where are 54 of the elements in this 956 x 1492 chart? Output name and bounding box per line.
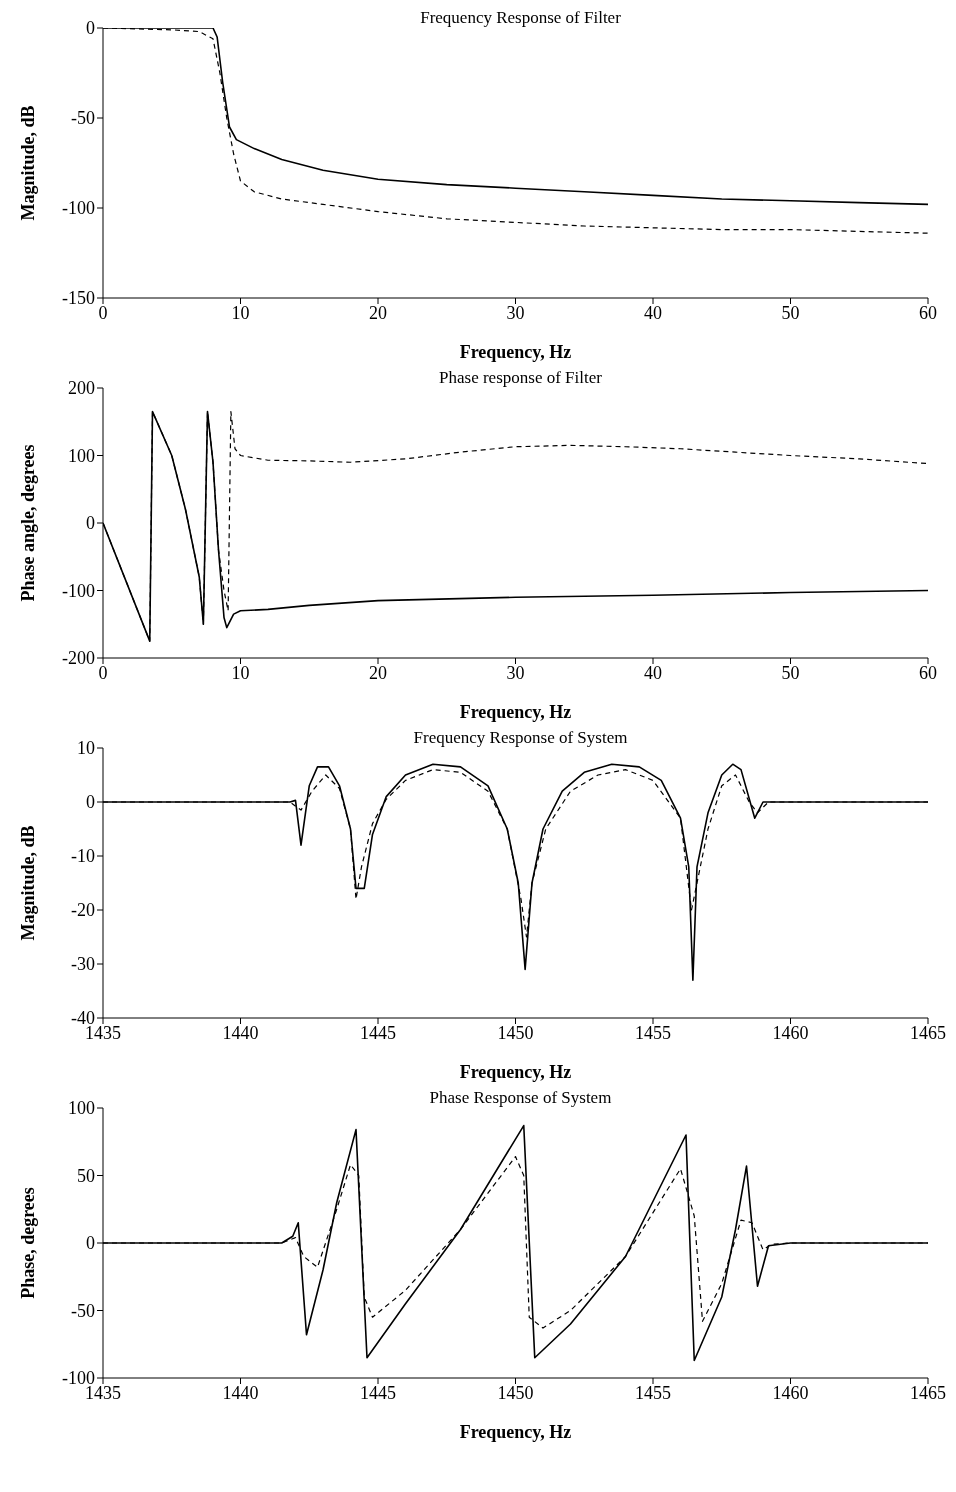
x-axis-title: Frequency, Hz <box>459 342 572 362</box>
y-tick-label: 50 <box>77 1165 95 1186</box>
x-tick-label: 20 <box>369 662 387 683</box>
x-tick-label: 60 <box>919 662 937 683</box>
x-tick-label: 1445 <box>360 1382 396 1403</box>
y-tick-label: 10 <box>77 738 95 759</box>
y-tick-label: 100 <box>68 1098 95 1119</box>
x-tick-label: 10 <box>231 302 250 323</box>
y-tick-label: 200 <box>68 378 95 399</box>
chart-title: Phase response of Filter <box>438 368 603 388</box>
x-axis-title: Frequency, Hz <box>459 702 572 722</box>
y-tick-label: 0 <box>86 18 95 39</box>
chart-title: Frequency Response of Filter <box>419 8 622 28</box>
x-tick-label: 60 <box>919 302 937 323</box>
x-tick-label: 30 <box>506 662 525 683</box>
x-tick-label: 1445 <box>360 1022 396 1043</box>
y-tick-label: -200 <box>62 648 95 669</box>
x-tick-label: 50 <box>781 302 800 323</box>
y-tick-label: -50 <box>71 1300 95 1321</box>
x-tick-label: 1450 <box>497 1022 534 1043</box>
chart-title: Frequency Response of System <box>412 728 629 748</box>
y-axis-title: Magnitude, dB <box>18 105 39 221</box>
y-tick-label: -10 <box>71 846 95 867</box>
x-tick-label: 1440 <box>222 1382 259 1403</box>
x-tick-label: 1450 <box>497 1382 534 1403</box>
x-tick-label: 40 <box>644 302 662 323</box>
y-tick-label: 0 <box>86 792 95 813</box>
y-tick-label: 0 <box>86 1233 95 1254</box>
x-tick-label: 1440 <box>222 1022 259 1043</box>
x-tick-label: 1455 <box>635 1382 671 1403</box>
x-tick-label: 1460 <box>772 1022 809 1043</box>
x-tick-label: 30 <box>506 302 525 323</box>
y-axis-title: Phase, degrees <box>18 1187 39 1299</box>
y-tick-label: 100 <box>68 445 95 466</box>
y-tick-label: -150 <box>62 288 95 309</box>
y-axis-title: Magnitude, dB <box>18 825 39 941</box>
y-tick-label: -30 <box>71 954 95 975</box>
x-tick-label: 50 <box>781 662 800 683</box>
y-axis-title: Phase angle, degrees <box>18 444 39 602</box>
x-axis-title: Frequency, Hz <box>459 1422 572 1442</box>
x-tick-label: 1465 <box>910 1022 946 1043</box>
y-tick-label: -20 <box>71 900 95 921</box>
chart-title: Phase Response of System <box>428 1088 613 1108</box>
y-tick-label: -100 <box>62 198 95 219</box>
x-tick-label: 1465 <box>910 1382 946 1403</box>
x-tick-label: 10 <box>231 662 250 683</box>
y-tick-label: 0 <box>86 513 95 534</box>
x-tick-label: 1455 <box>635 1022 671 1043</box>
x-tick-label: 40 <box>644 662 662 683</box>
y-tick-label: -50 <box>71 108 95 129</box>
y-tick-label: -100 <box>62 580 95 601</box>
x-tick-label: 1460 <box>772 1382 809 1403</box>
x-axis-title: Frequency, Hz <box>459 1062 572 1082</box>
x-tick-label: 20 <box>369 302 387 323</box>
